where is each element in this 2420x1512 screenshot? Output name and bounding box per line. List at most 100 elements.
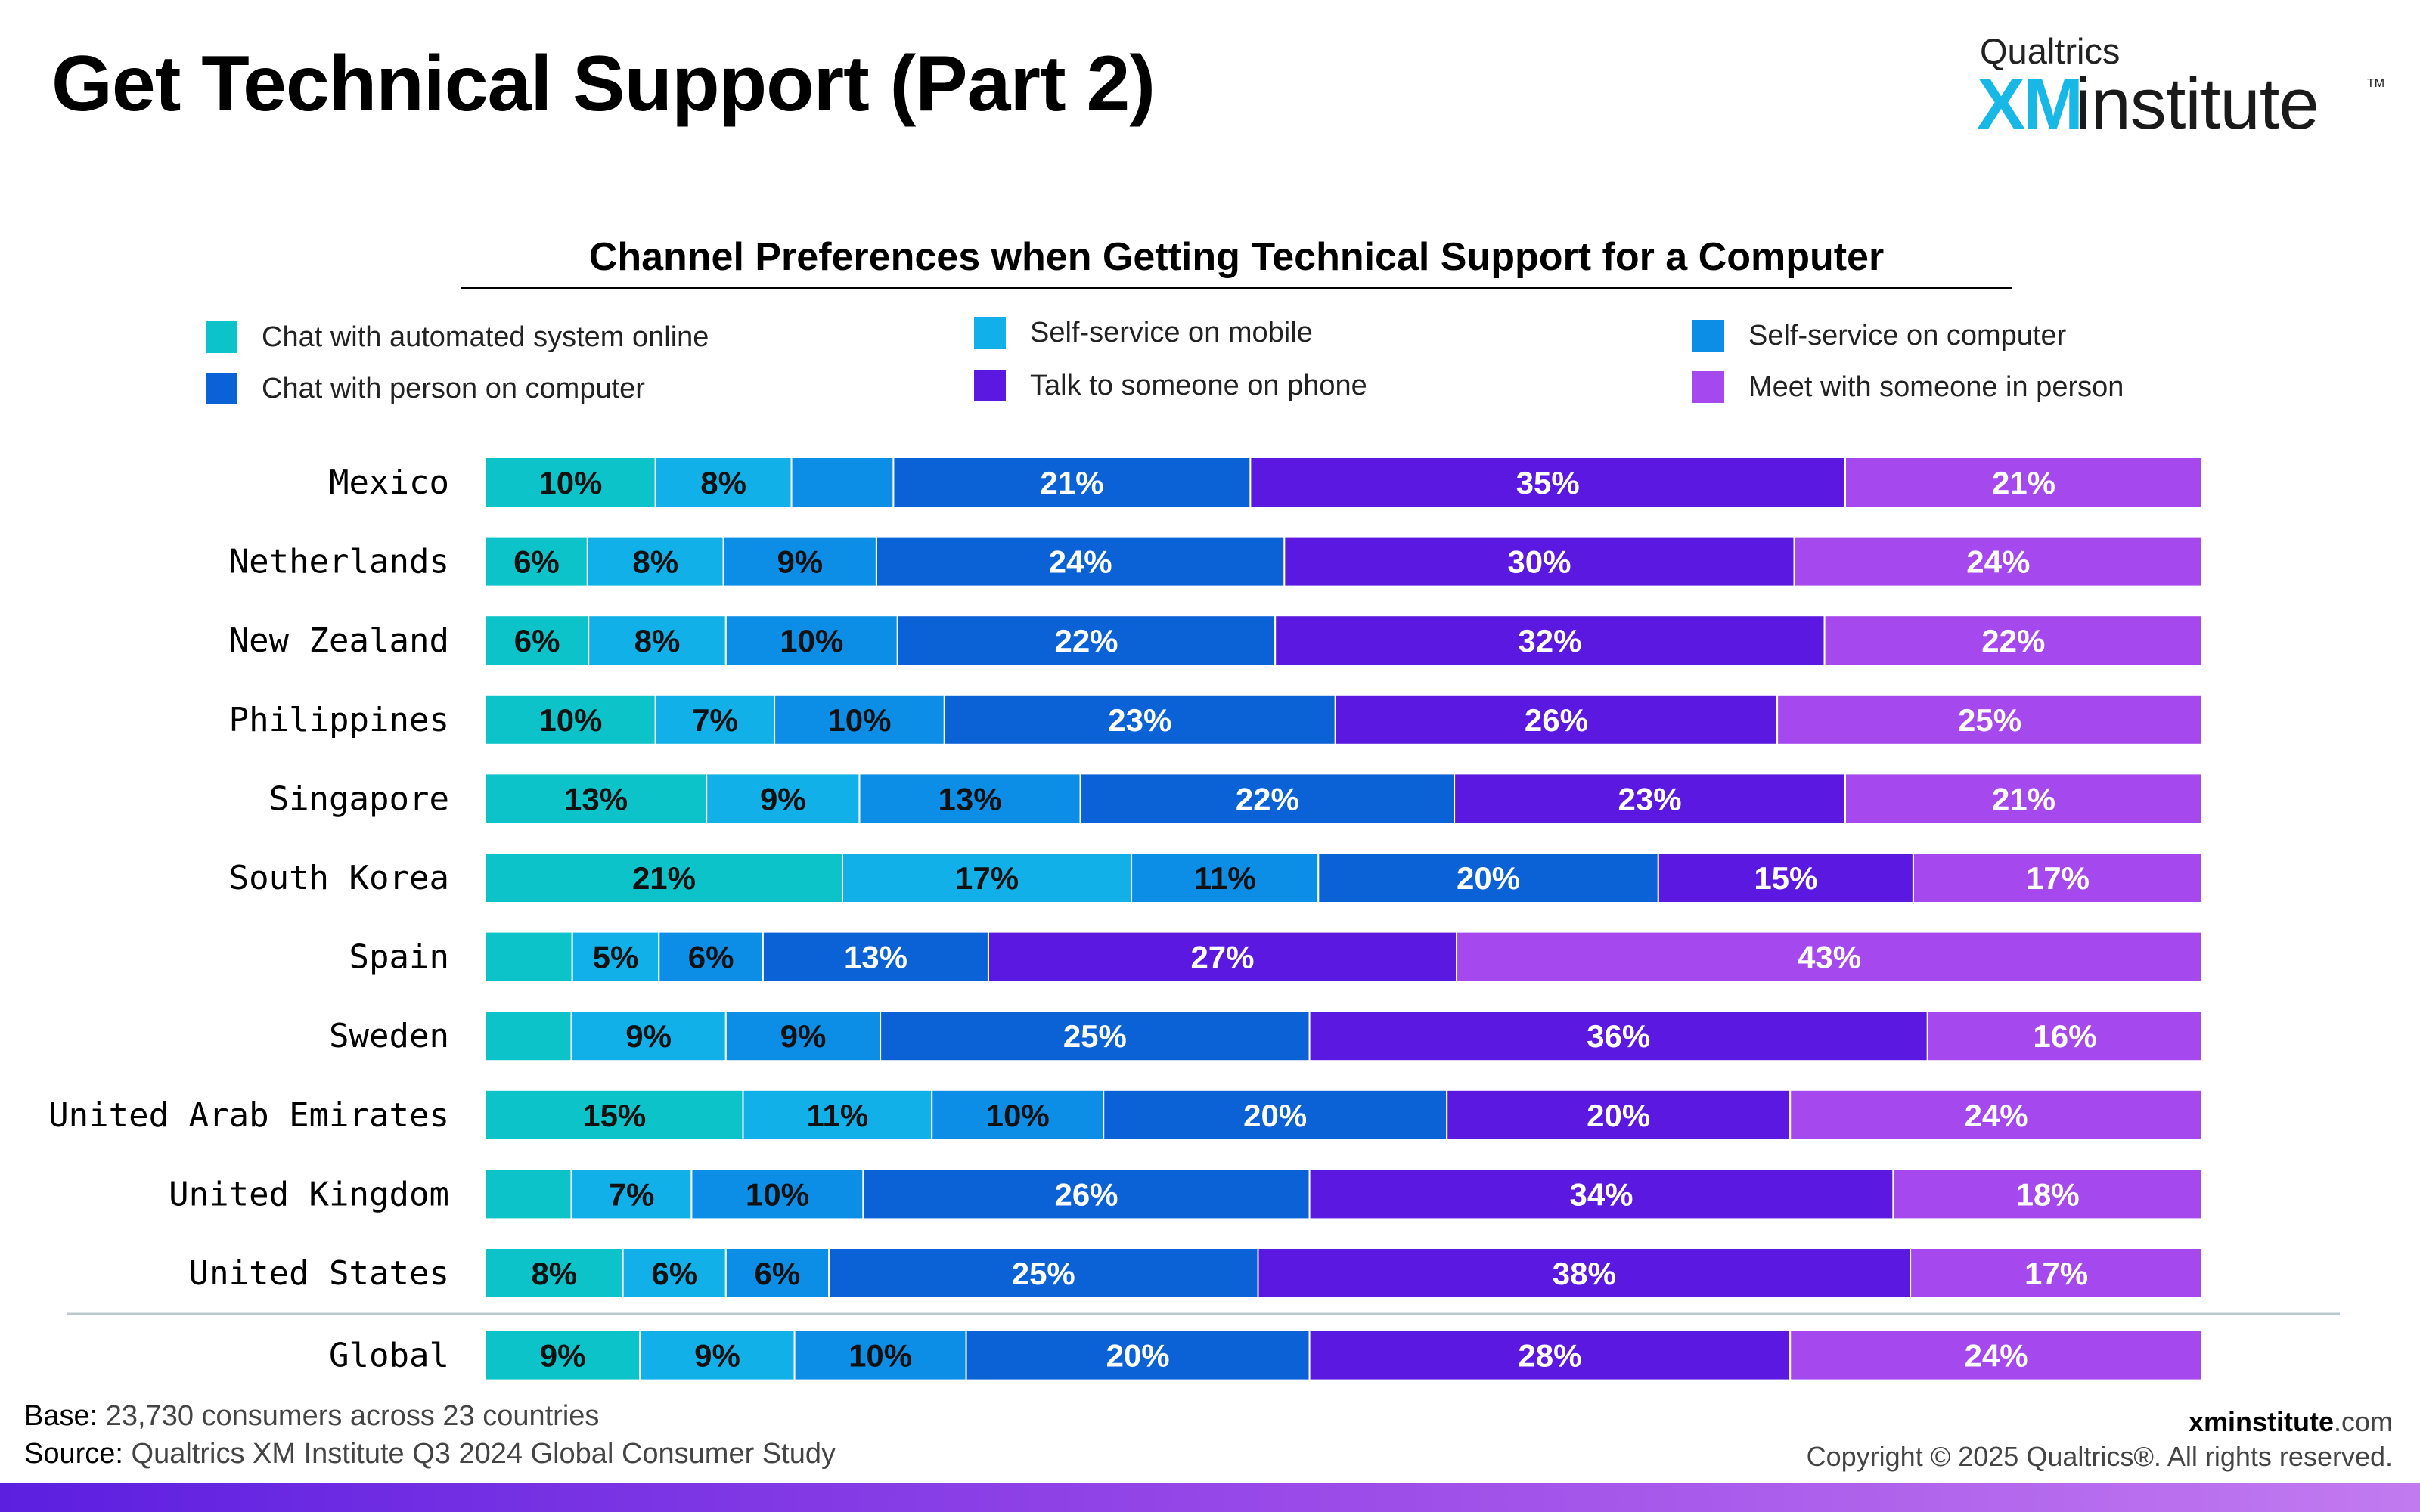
bar-segment (571, 931, 660, 983)
bar-segment (485, 1168, 572, 1220)
bar-segment (1454, 773, 1847, 825)
category-label: United States (189, 1254, 449, 1293)
bar-segment (790, 457, 895, 508)
bar-segment (1926, 1010, 2204, 1062)
data-label: 26% (1525, 702, 1588, 738)
legend-label: Meet with someone in person (1748, 370, 2124, 403)
data-label: 25% (1958, 702, 2021, 738)
qualtrics-xm-institute-logo: Qualtrics XM institute TM (1977, 30, 2384, 144)
legend-item-in-person: Meet with someone in person (1692, 367, 2124, 407)
copyright-text: Copyright © 2025 Qualtrics®. All rights … (1806, 1441, 2393, 1472)
bar-segment (622, 1247, 727, 1299)
data-label: 38% (1553, 1256, 1616, 1291)
data-label: 9% (625, 1018, 672, 1054)
bar-segment (1912, 852, 2204, 903)
data-label: 43% (1798, 940, 1861, 975)
data-label: 10% (746, 1176, 809, 1212)
data-label: 25% (1063, 1018, 1127, 1054)
data-label: 13% (939, 781, 1002, 816)
bar-segment (880, 1010, 1311, 1062)
category-label: Sweden (329, 1017, 449, 1055)
data-label: 7% (692, 702, 738, 738)
bar-segment (485, 535, 588, 587)
category-label: United Kingdom (169, 1175, 449, 1213)
data-label: 25% (1012, 1256, 1075, 1291)
bar-segment (1844, 457, 2203, 508)
data-label: 6% (755, 1256, 801, 1291)
bar-segment (862, 1168, 1311, 1220)
legend-item-phone: Talk to someone on phone (974, 366, 1367, 405)
bar-segment (570, 1010, 727, 1062)
data-label: 10% (986, 1098, 1050, 1133)
base-note: Base: 23,730 consumers across 23 countri… (24, 1397, 836, 1435)
bar-segment (485, 773, 708, 825)
legend-swatch (1692, 371, 1724, 403)
bottom-gradient-band (0, 1483, 2420, 1512)
base-label: Base: (24, 1400, 98, 1432)
data-label: 10% (538, 702, 602, 738)
category-label: Philippines (229, 701, 449, 739)
legend-label: Self-service on mobile (1030, 316, 1313, 349)
data-label: 24% (1966, 544, 2030, 580)
data-label: 11% (1194, 860, 1256, 896)
data-label: 10% (780, 623, 843, 658)
data-label: 6% (688, 940, 734, 975)
data-label: 5% (593, 940, 639, 975)
website-link[interactable]: xminstitute.com (1807, 1405, 2393, 1439)
data-label: 9% (694, 1338, 740, 1374)
data-label: 21% (632, 860, 696, 896)
bar-segment (1308, 1168, 1894, 1220)
bar-segment (658, 931, 764, 983)
bar-segment (793, 1329, 967, 1381)
data-label: 8% (531, 1256, 577, 1291)
data-label: 30% (1507, 544, 1571, 580)
bar-segment (722, 535, 877, 587)
data-label: 17% (2026, 860, 2090, 896)
legend-item-self-service-mobile: Self-service on mobile (974, 313, 1313, 352)
legend-label: Chat with person on computer (262, 372, 645, 404)
footer-credits: xminstitute.com Copyright © 2025 Qualtri… (1807, 1405, 2393, 1474)
source-text: Qualtrics XM Institute Q3 2024 Global Co… (131, 1438, 836, 1470)
bar-segment (1308, 1010, 1928, 1062)
category-label: Spain (349, 938, 449, 977)
data-label: 20% (1243, 1098, 1307, 1133)
bar-segment (965, 1329, 1311, 1381)
data-label: 34% (1569, 1176, 1633, 1212)
bar-segment (485, 693, 656, 745)
legend-label: Chat with automated system online (262, 321, 709, 353)
bar-segment (654, 457, 793, 508)
bar-segment (1844, 773, 2203, 825)
bar-segment (690, 1168, 864, 1220)
website-name: xminstitute (2188, 1406, 2334, 1437)
bar-segment (586, 535, 724, 587)
bar-segment (858, 773, 1081, 825)
bar-segment (485, 1089, 744, 1141)
data-label: 16% (2033, 1018, 2096, 1054)
data-label: 15% (1754, 860, 1817, 896)
category-label: United Arab Emirates (48, 1096, 449, 1135)
legend-label: Talk to someone on phone (1030, 369, 1367, 401)
bar-segment (1892, 1168, 2203, 1220)
page-title: Get Technical Support (Part 2) (51, 40, 1156, 128)
category-label: New Zealand (229, 621, 449, 660)
data-label: 15% (582, 1098, 646, 1133)
bar-segment (485, 931, 573, 983)
bar-segment (1910, 1247, 2204, 1299)
bar-segment (485, 615, 590, 667)
legend-swatch (974, 317, 1006, 349)
data-label: 10% (849, 1338, 912, 1374)
data-label: 20% (1106, 1338, 1170, 1374)
bar-segment (724, 615, 898, 667)
category-label: Singapore (269, 779, 449, 818)
data-label: 20% (1457, 860, 1520, 896)
bar-segment (774, 693, 945, 745)
data-label: 21% (1040, 465, 1103, 500)
bar-segment (1789, 1089, 2203, 1141)
bar-segment (943, 693, 1336, 745)
legend-label: Self-service on computer (1748, 319, 2067, 352)
website-suffix: .com (2333, 1406, 2393, 1437)
bar-segment (1249, 457, 1847, 508)
logo-institute-text: institute (2075, 64, 2319, 144)
bar-segment (485, 457, 656, 508)
footer-notes: Base: 23,730 consumers across 23 countri… (24, 1397, 836, 1473)
